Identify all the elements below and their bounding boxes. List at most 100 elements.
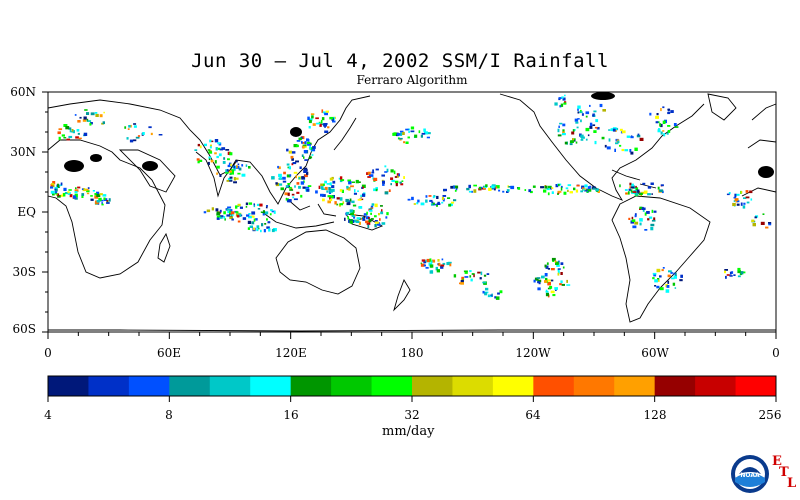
rain-pixel xyxy=(73,195,77,199)
rain-pixel xyxy=(367,171,371,176)
rain-pixel xyxy=(368,174,373,177)
rain-pixel xyxy=(231,218,234,221)
rain-pixel xyxy=(558,183,560,187)
rain-pixel xyxy=(582,188,585,191)
rain-pixel xyxy=(288,150,292,154)
colorbar-swatch xyxy=(371,376,413,396)
rain-pixel xyxy=(550,290,555,294)
rain-pixel xyxy=(394,180,399,184)
rain-pixel xyxy=(574,138,576,141)
rain-pixel xyxy=(650,223,655,227)
rain-pixel xyxy=(322,111,326,114)
rain-pixel xyxy=(57,183,59,187)
rain-pixel xyxy=(624,189,628,191)
colorbar-swatch xyxy=(48,376,89,396)
rain-pixel xyxy=(646,211,650,214)
rain-pixel xyxy=(374,215,377,218)
rain-pixel xyxy=(659,287,664,291)
rain-pixel xyxy=(266,218,268,221)
rain-pixel xyxy=(370,218,374,220)
rain-pixel xyxy=(229,214,232,217)
rain-pixel xyxy=(463,270,468,273)
rain-pixel xyxy=(372,169,374,172)
rain-pixel xyxy=(424,131,428,135)
rain-pixel xyxy=(499,290,503,294)
rain-pixel xyxy=(423,264,426,267)
rain-pixel xyxy=(575,189,579,193)
rain-pixel xyxy=(644,229,648,231)
rain-pixel xyxy=(321,109,324,113)
rain-pixel xyxy=(264,223,267,225)
rain-pixel xyxy=(288,199,292,203)
rain-pixel xyxy=(567,189,569,192)
rain-pixel xyxy=(479,277,482,280)
rain-pixel xyxy=(71,130,74,133)
rain-pixel xyxy=(263,229,266,233)
rain-pixel xyxy=(743,202,746,205)
rain-pixel xyxy=(737,275,741,278)
rain-pixel xyxy=(728,192,731,195)
rain-pixel xyxy=(219,209,222,213)
rain-pixel xyxy=(378,223,381,226)
rain-pixel xyxy=(197,160,200,164)
rain-pixel xyxy=(485,287,489,291)
rain-pixel xyxy=(235,213,239,217)
rain-pixel xyxy=(729,275,733,277)
rain-pixel xyxy=(569,143,573,146)
rain-pixel xyxy=(555,261,559,265)
rain-pixel xyxy=(381,222,386,225)
rain-pixel xyxy=(302,145,305,149)
rain-pixel xyxy=(407,198,411,201)
rain-pixel xyxy=(562,97,566,101)
rain-pixel xyxy=(558,125,560,128)
rain-pixel xyxy=(639,206,643,210)
rain-pixel xyxy=(214,152,217,155)
rain-pixel xyxy=(56,193,59,196)
rain-pixel xyxy=(557,268,561,270)
rain-pixel xyxy=(224,218,226,221)
rain-pixel xyxy=(428,262,433,266)
rain-pixel xyxy=(651,193,653,195)
rain-pixel xyxy=(416,202,419,205)
rain-pixel xyxy=(203,211,207,214)
rain-pixel xyxy=(298,185,301,189)
rain-pixel xyxy=(528,189,532,193)
rain-pixel xyxy=(67,192,71,195)
rain-pixel xyxy=(50,183,53,187)
rain-pixel xyxy=(74,197,78,200)
rain-pixel xyxy=(76,129,80,132)
rain-pixel xyxy=(569,140,574,143)
rain-pixel xyxy=(82,119,87,122)
rain-pixel xyxy=(207,161,210,166)
rain-pixel xyxy=(610,128,614,132)
rain-pixel xyxy=(483,185,485,188)
rain-pixel xyxy=(108,198,111,202)
rain-pixel xyxy=(557,190,562,193)
rain-pixel xyxy=(651,219,656,222)
rain-pixel xyxy=(233,181,237,184)
rain-pixel xyxy=(537,281,540,284)
rain-pixel xyxy=(96,193,101,197)
map-title: Jun 30 – Jul 4, 2002 SSM/I Rainfall xyxy=(191,50,609,72)
rain-pixel xyxy=(380,211,384,215)
rain-pixel xyxy=(203,143,207,147)
rain-pixel xyxy=(158,134,163,136)
rain-pixel xyxy=(235,205,238,209)
rain-pixel xyxy=(670,271,673,274)
rain-pixel xyxy=(429,264,434,268)
coast-eurasia xyxy=(47,95,371,205)
rain-pixel xyxy=(449,263,452,267)
rain-pixel xyxy=(468,190,472,193)
rain-pixel xyxy=(577,118,580,120)
rain-pixel xyxy=(295,160,299,163)
rain-pixel xyxy=(627,191,630,195)
rain-pixel xyxy=(81,188,84,190)
rain-pixel xyxy=(349,198,352,202)
rain-pixel xyxy=(517,187,521,190)
rain-pixel xyxy=(436,269,440,273)
rain-pixel xyxy=(66,138,70,141)
rain-pixel xyxy=(629,182,632,186)
rain-pixel xyxy=(361,186,364,189)
rain-pixel xyxy=(233,177,236,181)
rain-pixel xyxy=(94,195,99,199)
